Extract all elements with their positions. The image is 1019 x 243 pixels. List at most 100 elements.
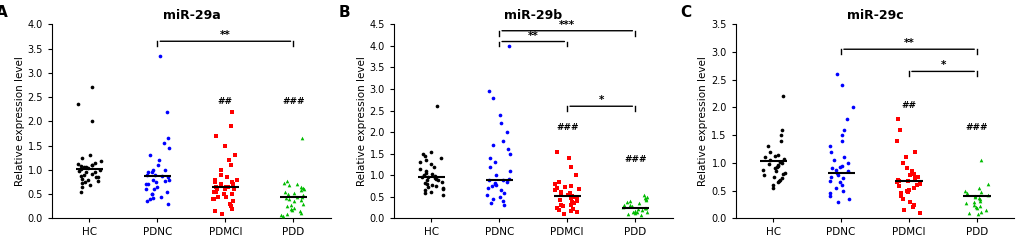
Point [292,185,309,189]
Point [288,182,305,186]
Point [81,178,97,182]
Point [906,176,922,180]
Point [562,204,579,208]
Point [632,213,648,217]
Point [425,165,441,169]
Point [84,172,100,176]
Point [761,158,777,162]
Text: B: B [338,5,350,20]
Point [972,210,988,214]
Point [479,193,495,197]
Point [160,178,176,182]
Point [755,173,771,177]
Point [894,161,910,165]
Point [147,173,163,177]
Point [971,158,987,162]
Point [769,164,786,168]
Point [754,168,770,172]
Point [614,205,631,209]
Point [484,96,500,100]
Point [839,161,855,165]
Point [416,173,432,177]
Point [619,212,635,216]
Point [214,212,230,216]
Point [138,187,154,191]
Point [835,176,851,180]
Point [822,150,839,154]
Point [419,182,435,186]
Point [412,160,428,164]
Point [423,163,439,166]
Point [217,187,233,191]
Point [971,197,987,201]
Point [205,197,221,201]
Point [140,182,156,186]
Text: ###: ### [555,123,578,132]
Point [291,209,308,213]
Point [836,156,852,159]
Point [74,177,91,181]
Point [72,174,89,178]
Point [296,187,312,191]
Point [423,150,439,154]
Point [434,193,450,197]
Point [294,186,311,190]
Point [624,204,640,208]
Text: *: * [598,95,603,105]
Point [206,190,222,194]
Point [638,195,654,199]
Point [828,200,845,204]
Point [77,170,94,174]
Point [904,205,920,209]
Point [554,204,571,208]
Point [840,197,856,201]
Point [223,110,239,113]
Point [501,169,518,173]
Point [619,200,635,204]
Point [148,180,164,184]
Y-axis label: Relative expression level: Relative expression level [698,56,708,186]
Point [957,201,973,205]
Point [898,189,914,193]
Text: C: C [680,5,691,20]
Point [417,191,433,194]
Point [889,180,905,184]
Point [825,158,842,162]
Point [826,168,843,172]
Point [492,122,508,125]
Text: ##: ## [901,101,916,110]
Point [773,128,790,132]
Point [967,205,983,209]
Point [84,163,100,167]
Point [820,179,837,183]
Point [157,179,173,182]
Point [546,188,562,192]
Point [821,144,838,148]
Point [494,139,511,143]
Point [145,196,161,200]
Point [838,117,854,121]
Point [971,204,987,208]
Point [966,194,982,198]
Point [420,185,436,189]
Point [220,185,236,189]
Point [970,186,986,190]
Point [73,185,90,189]
Point [279,204,296,208]
Point [418,169,434,173]
Point [889,178,905,182]
Point [776,171,793,175]
Point [969,212,985,216]
Point [483,184,499,188]
Point [418,158,434,162]
Point [161,146,177,150]
Point [834,183,850,187]
Point [154,174,170,178]
Point [892,194,908,198]
Point [419,178,435,182]
Y-axis label: Relative expression level: Relative expression level [357,56,366,186]
Point [968,207,984,210]
Point [84,119,100,123]
Point [481,178,497,182]
Point [833,164,849,168]
